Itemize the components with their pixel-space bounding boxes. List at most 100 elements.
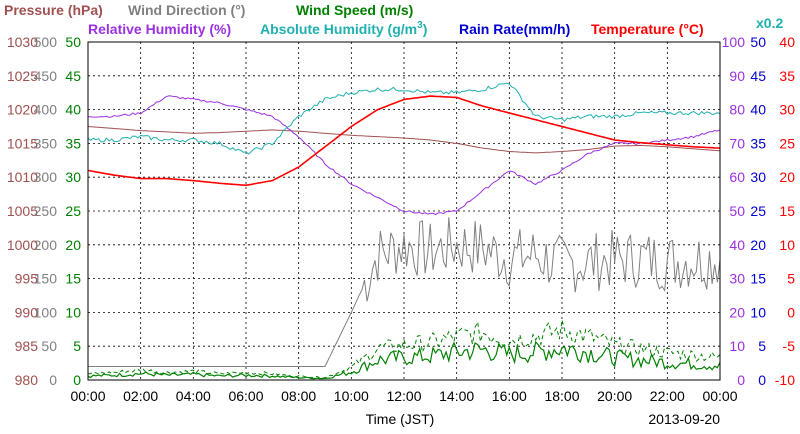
y-right-tick-label: 10 [750,304,766,320]
y-right-tick-label: 20 [729,304,745,320]
y-right-tick-label: 40 [729,237,745,253]
y-left-tick-label: 200 [34,237,58,253]
y-left-tick-label: 0 [73,372,81,388]
y-left-tick-label: 450 [34,68,58,84]
y-left-tick-label: 995 [15,271,39,287]
y-right-tick-label: 10 [729,338,745,354]
y-left-tick-label: 5 [73,338,81,354]
series-layer [87,82,721,381]
y-right-tick-label: 35 [750,135,766,151]
legend-label-absolute-humidity: Absolute Humidity (g/m3) [260,20,427,37]
y-right-tick-label: 50 [729,203,745,219]
y-left-tick-label: 45 [65,68,81,84]
y-left-tick-label: 1025 [7,68,38,84]
y-left-tick-label: 980 [15,372,39,388]
y-left-tick-label: 300 [34,169,58,185]
legend-abs-tail: ) [423,21,428,37]
y-right-tick-label: 30 [729,271,745,287]
y-right-tick-label: 15 [750,271,766,287]
y-right-tick-label: 60 [729,169,745,185]
y-right-tick-label: -10 [775,372,795,388]
y-left-tick-label: 1005 [7,203,38,219]
legend-label-scale-note: x0.2 [756,15,783,31]
y-right-tick-label: 25 [779,135,795,151]
y-right-tick-label: 80 [729,102,745,118]
y-right-tick-label: 0 [758,372,766,388]
plot-frame [87,41,721,381]
y-left-tick-label: 990 [15,304,39,320]
x-tick-label: 00:00 [70,388,105,404]
y-left-tick-label: 50 [65,34,81,50]
x-tick-label: 00:00 [702,388,737,404]
y-left-tick-label: 50 [41,338,57,354]
series-line [87,95,721,216]
y-right-tick-label: 15 [779,203,795,219]
x-tick-label: 20:00 [597,388,632,404]
y-right-tick-label: 45 [750,68,766,84]
y-right-tick-label: 10 [779,237,795,253]
legend-label-temperature: Temperature (°C) [591,21,704,37]
series-line [87,95,721,187]
y-right-tick-label: 20 [779,169,795,185]
x-tick-label: 04:00 [176,388,211,404]
y-right-tick-label: 35 [779,68,795,84]
y-left-tick-label: 10 [65,304,81,320]
y-right-tick-label: 40 [779,34,795,50]
y-right-tick-label: 90 [729,68,745,84]
y-left-tick-label: 1000 [7,237,38,253]
x-tick-label: 22:00 [650,388,685,404]
axes: 00:00 02:00 04:00 06:00 08:00 10:00 12:00 14:00… [7,34,795,404]
y-right-tick-label: 25 [750,203,766,219]
y-left-tick-label: 1020 [7,102,38,118]
x-axis-title: Time (JST) [366,411,435,427]
legend-label-pressure: Pressure (hPa) [4,2,103,18]
y-left-tick-label: 25 [65,203,81,219]
y-left-tick-label: 150 [34,271,58,287]
y-right-tick-label: 40 [750,102,766,118]
y-right-tick-label: 20 [750,237,766,253]
y-right-tick-label: 0 [737,372,745,388]
y-right-tick-label: 50 [750,34,766,50]
x-tick-label: 12:00 [386,388,421,404]
y-right-tick-label: 30 [750,169,766,185]
y-left-tick-label: 1015 [7,135,38,151]
y-right-tick-label: 100 [722,34,746,50]
y-right-tick-label: 70 [729,135,745,151]
series-line [87,126,721,154]
legend-abs-main: Absolute Humidity (g/m [260,21,417,37]
y-left-tick-label: 1030 [7,34,38,50]
y-left-tick-label: 0 [49,372,57,388]
date-label: 2013-09-20 [648,411,720,427]
legend-label-relative-humidity: Relative Humidity (%) [88,21,231,37]
y-left-tick-label: 100 [34,304,58,320]
x-tick-label: 02:00 [123,388,158,404]
series-line [88,217,721,367]
y-right-tick-label: 30 [779,102,795,118]
y-left-tick-label: 30 [65,169,81,185]
y-left-tick-label: 20 [65,237,81,253]
y-left-tick-label: 40 [65,102,81,118]
x-tick-label: 18:00 [544,388,579,404]
y-left-tick-label: 35 [65,135,81,151]
y-left-tick-label: 250 [34,203,58,219]
y-right-tick-label: 5 [758,338,766,354]
series-line [87,82,721,155]
y-left-tick-label: 985 [15,338,39,354]
y-left-tick-label: 350 [34,135,58,151]
y-left-tick-label: 400 [34,102,58,118]
series-line-gust [87,319,721,379]
x-tick-label: 10:00 [334,388,369,404]
y-right-tick-label: 0 [787,304,795,320]
x-tick-label: 08:00 [281,388,316,404]
x-tick-label: 14:00 [439,388,474,404]
legend-label-wind-speed: Wind Speed (m/s) [296,2,413,18]
y-left-tick-label: 15 [65,271,81,287]
y-right-tick-label: -5 [783,338,796,354]
legend-abs-sup: 3 [417,20,423,31]
x-tick-label: 06:00 [228,388,263,404]
y-left-tick-label: 500 [34,34,58,50]
y-right-tick-label: 5 [787,271,795,287]
y-left-tick-label: 1010 [7,169,38,185]
